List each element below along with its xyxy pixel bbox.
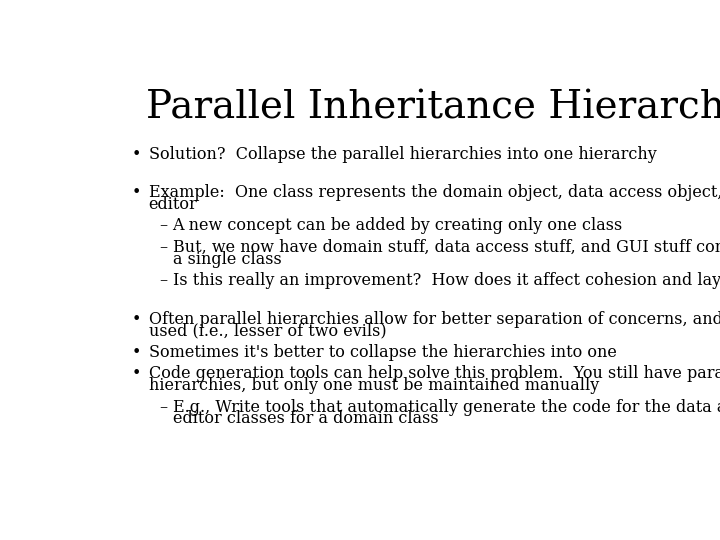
Text: •: • (132, 146, 141, 163)
Text: –: – (160, 218, 168, 234)
Text: used (i.e., lesser of two evils): used (i.e., lesser of two evils) (148, 322, 386, 339)
Text: A new concept can be added by creating only one class: A new concept can be added by creating o… (173, 218, 623, 234)
Text: Solution?  Collapse the parallel hierarchies into one hierarchy: Solution? Collapse the parallel hierarch… (148, 146, 657, 163)
Text: Code generation tools can help solve this problem.  You still have parallel: Code generation tools can help solve thi… (148, 366, 720, 382)
Text: •: • (132, 184, 141, 201)
Text: Example:  One class represents the domain object, data access object, and GUI: Example: One class represents the domain… (148, 184, 720, 201)
Text: –: – (160, 399, 168, 416)
Text: Sometimes it's better to collapse the hierarchies into one: Sometimes it's better to collapse the hi… (148, 344, 616, 361)
Text: •: • (132, 344, 141, 361)
Text: editor classes for a domain class: editor classes for a domain class (173, 410, 438, 427)
Text: But, we now have domain stuff, data access stuff, and GUI stuff combined on: But, we now have domain stuff, data acce… (173, 239, 720, 256)
Text: a single class: a single class (173, 251, 282, 268)
Text: –: – (160, 272, 168, 289)
Text: E.g., Write tools that automatically generate the code for the data access and: E.g., Write tools that automatically gen… (173, 399, 720, 416)
Text: –: – (160, 239, 168, 256)
Text: Often parallel hierarchies allow for better separation of concerns, and should b: Often parallel hierarchies allow for bet… (148, 310, 720, 328)
Text: •: • (132, 366, 141, 382)
Text: Parallel Inheritance Hierarchies: Parallel Inheritance Hierarchies (145, 90, 720, 127)
Text: hierarchies, but only one must be maintained manually: hierarchies, but only one must be mainta… (148, 377, 599, 394)
Text: editor: editor (148, 196, 197, 213)
Text: Is this really an improvement?  How does it affect cohesion and layering?: Is this really an improvement? How does … (173, 272, 720, 289)
Text: •: • (132, 310, 141, 328)
